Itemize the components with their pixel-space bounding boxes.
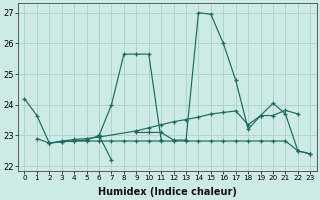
X-axis label: Humidex (Indice chaleur): Humidex (Indice chaleur) <box>98 187 237 197</box>
